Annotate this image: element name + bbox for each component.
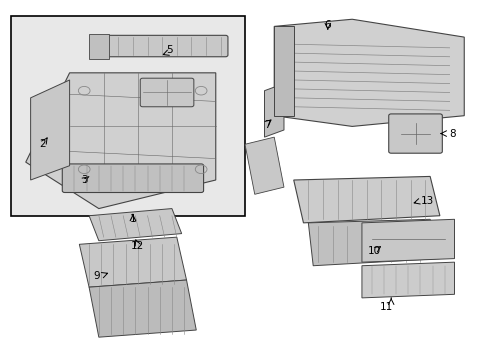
Polygon shape [26, 73, 216, 208]
Text: 12: 12 [131, 241, 145, 251]
FancyBboxPatch shape [274, 26, 294, 116]
Text: 7: 7 [264, 120, 270, 130]
Polygon shape [308, 219, 440, 266]
Text: 8: 8 [450, 129, 456, 139]
Polygon shape [79, 237, 187, 287]
Text: 5: 5 [166, 45, 173, 55]
Polygon shape [362, 219, 455, 262]
FancyBboxPatch shape [11, 16, 245, 216]
Text: 9: 9 [93, 271, 99, 282]
FancyBboxPatch shape [62, 164, 203, 193]
FancyBboxPatch shape [389, 114, 442, 153]
Text: 13: 13 [420, 197, 434, 206]
Polygon shape [274, 19, 464, 126]
Polygon shape [89, 208, 182, 241]
Polygon shape [30, 80, 70, 180]
Polygon shape [89, 33, 109, 59]
Polygon shape [362, 262, 455, 298]
Polygon shape [294, 176, 440, 223]
Text: 4: 4 [159, 93, 166, 103]
Polygon shape [245, 137, 284, 194]
Polygon shape [89, 280, 196, 337]
FancyBboxPatch shape [106, 35, 228, 57]
Text: 6: 6 [324, 19, 331, 30]
Text: 10: 10 [368, 247, 381, 256]
FancyBboxPatch shape [140, 78, 194, 107]
Text: 1: 1 [130, 214, 136, 224]
Text: 11: 11 [380, 302, 393, 312]
Text: 3: 3 [81, 175, 88, 185]
Text: 2: 2 [40, 139, 46, 149]
Polygon shape [265, 84, 284, 137]
